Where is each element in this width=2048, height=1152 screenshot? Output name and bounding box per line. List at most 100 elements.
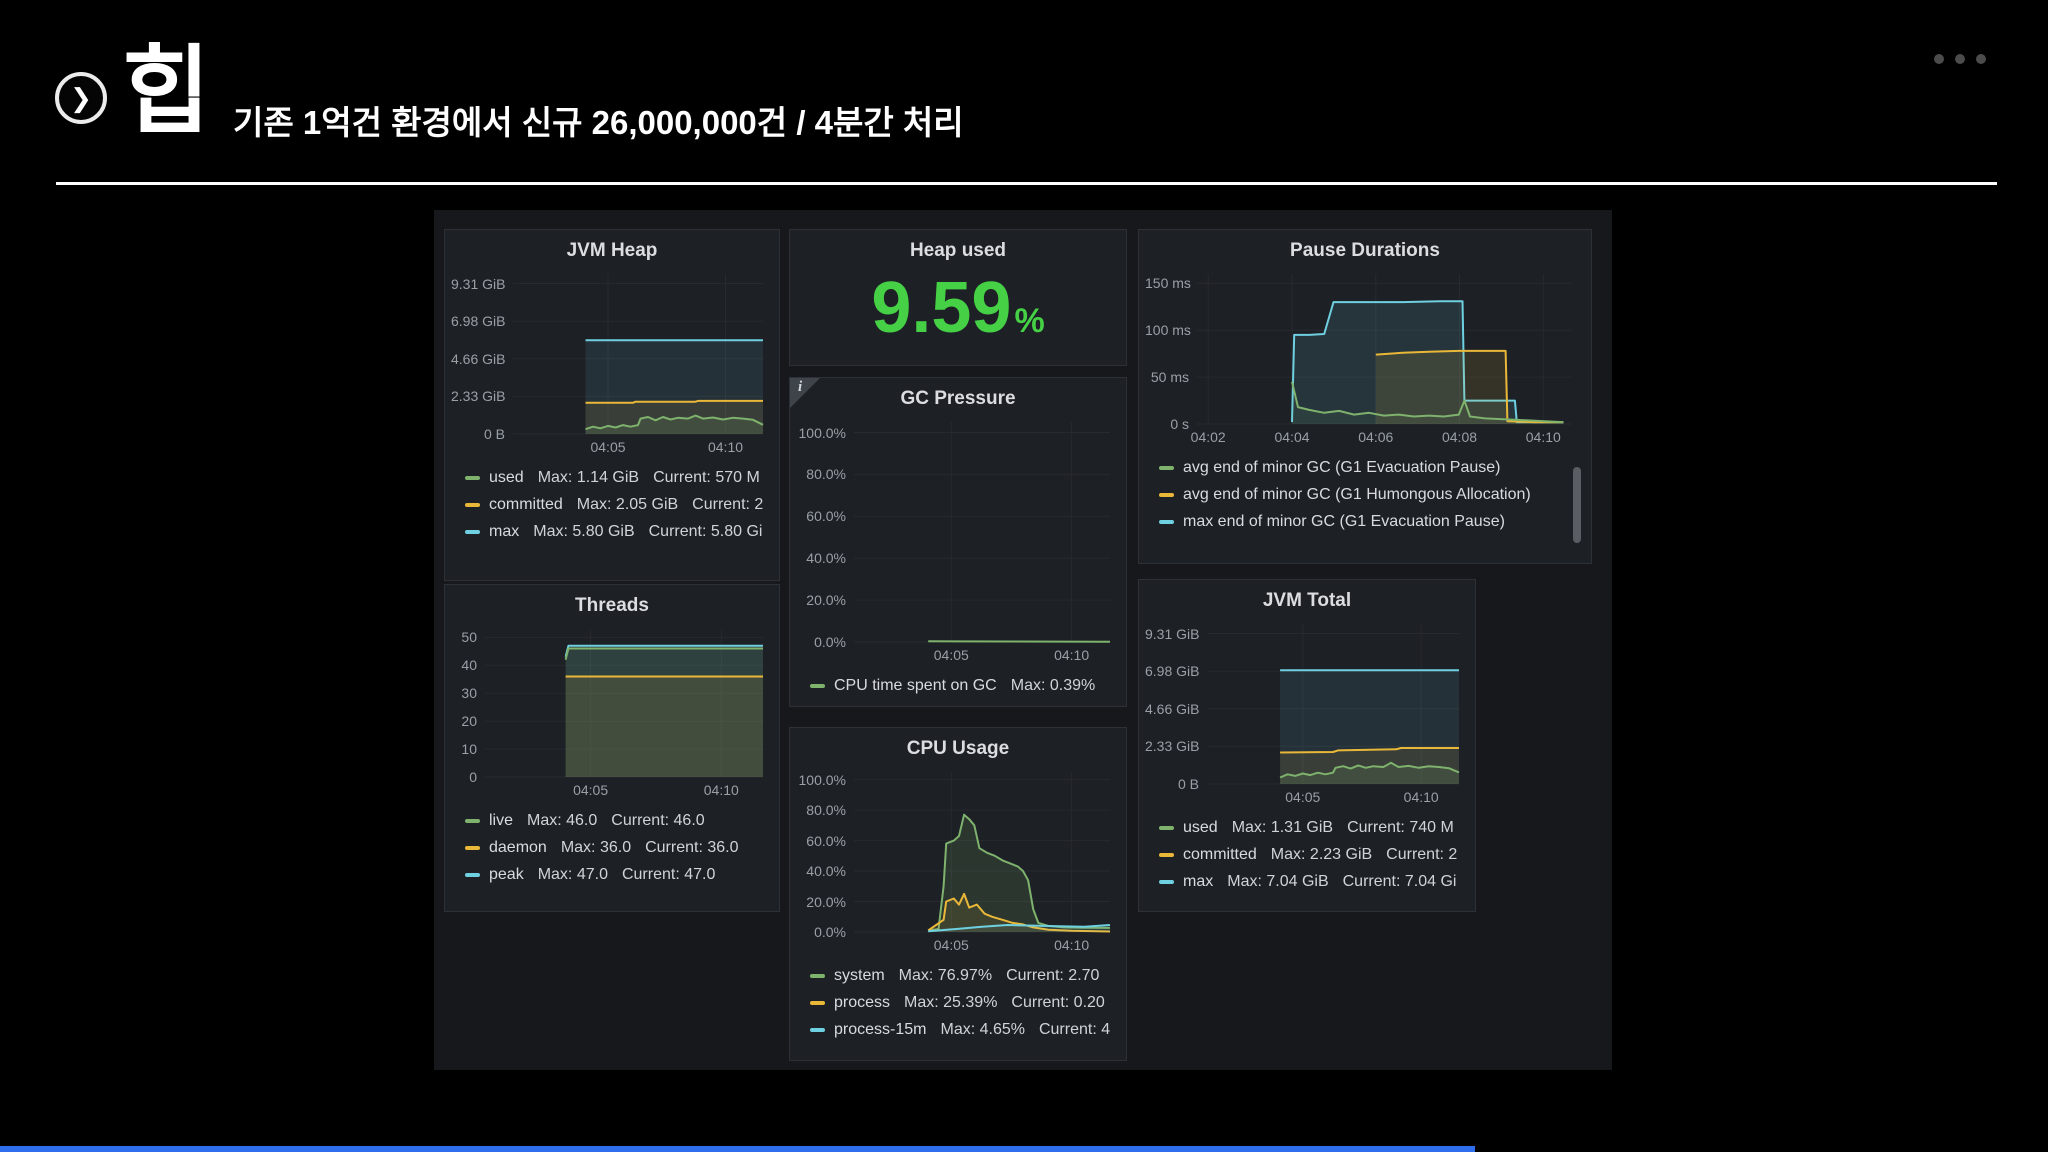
legend-item[interactable]: system Max: 76.97% Current: 2.70 <box>810 962 1120 989</box>
legend-item[interactable]: peak Max: 47.0 Current: 47.0 <box>465 861 773 888</box>
legend-item[interactable]: max Max: 5.80 GiB Current: 5.80 Gi <box>465 518 773 545</box>
threads-chart[interactable]: 50 40 30 20 10 0 04:05 04:10 <box>451 623 773 801</box>
grafana-dashboard: JVM Heap 9.31 GiB 6.98 GiB 4.66 GiB 2.33 Gi… <box>434 210 1612 1070</box>
legend: CPU time spent on GC Max: 0.39% <box>796 672 1120 699</box>
page-title: 힙 <box>122 38 210 145</box>
legend-item[interactable]: used Max: 1.14 GiB Current: 570 M <box>465 464 773 491</box>
legend-swatch <box>465 872 480 877</box>
panel-title[interactable]: JVM Total <box>1262 590 1352 611</box>
cpu-usage-chart[interactable]: 100.0% 80.0% 60.0% 40.0% 20.0% 0.0% 04:05 04:10 <box>796 766 1120 956</box>
y-axis-label: 150 ms <box>1145 275 1191 292</box>
y-axis-label: 4.66 GiB <box>451 350 506 367</box>
y-axis-label: 50 ms <box>1150 369 1189 386</box>
y-axis-label: 4.66 GiB <box>1145 700 1200 717</box>
legend-swatch <box>1159 492 1174 497</box>
legend-item[interactable]: max end of minor GC (G1 Evacuation Pause… <box>1159 508 1585 535</box>
legend-item[interactable]: process-15m Max: 4.65% Current: 4 <box>810 1016 1120 1043</box>
chart-canvas <box>1197 274 1571 425</box>
legend: avg end of minor GC (G1 Evacuation Pause… <box>1145 454 1585 535</box>
legend-item[interactable]: avg end of minor GC (G1 Evacuation Pause… <box>1159 454 1585 481</box>
x-axis-label: 04:04 <box>1274 429 1310 445</box>
stat-unit: % <box>1014 302 1045 340</box>
stat-value: 9.59 <box>871 268 1012 348</box>
y-axis-label: 0.0% <box>814 634 846 650</box>
y-axis-label: 100.0% <box>798 424 846 441</box>
pause-durations-chart[interactable]: 150 ms 100 ms 50 ms 0 s 04:02 04:04 04:06 04:08… <box>1145 268 1585 448</box>
legend-item[interactable]: committed Max: 2.23 GiB Current: 2 <box>1159 841 1469 868</box>
y-axis-label: 20.0% <box>806 893 846 910</box>
page-subtitle: 기존 1억건 환경에서 신규 26,000,000건 / 4분간 처리 <box>233 104 964 141</box>
x-axis-label: 04:10 <box>1525 429 1561 445</box>
dot <box>1955 54 1965 64</box>
legend-item[interactable]: CPU time spent on GC Max: 0.39% <box>810 672 1120 699</box>
arrow-right-icon: ❯ <box>70 82 92 113</box>
x-axis-label: 04:02 <box>1190 429 1226 445</box>
panel-title[interactable]: Heap used <box>909 240 1007 261</box>
panel-jvm-heap: JVM Heap 9.31 GiB 6.98 GiB 4.66 GiB 2.33 Gi… <box>444 229 780 581</box>
panel-title[interactable]: GC Pressure <box>900 388 1016 409</box>
y-axis-label: 0.0% <box>814 924 846 940</box>
chart-canvas <box>513 274 764 435</box>
x-axis-label: 04:05 <box>933 647 969 663</box>
y-axis-label: 80.0% <box>806 466 846 483</box>
jvm-total-chart[interactable]: 9.31 GiB 6.98 GiB 4.66 GiB 2.33 GiB 0 B 04:05… <box>1145 618 1469 808</box>
nav-arrow-button[interactable]: ❯ <box>55 72 107 124</box>
panel-title[interactable]: CPU Usage <box>906 738 1010 759</box>
x-axis-label: 04:05 <box>1285 789 1321 805</box>
x-axis-label: 04:08 <box>1441 429 1478 445</box>
x-axis-label: 04:05 <box>590 439 626 455</box>
heap-used-stat: 9.59 % <box>796 272 1120 344</box>
legend-swatch <box>810 973 825 978</box>
panel-cpu-usage: CPU Usage 100.0% 80.0% 60.0% 40.0% 20.0% 0.0%… <box>789 727 1127 1061</box>
legend-swatch <box>810 1027 825 1032</box>
chart-canvas <box>854 772 1111 933</box>
panel-title[interactable]: JVM Heap <box>566 240 658 261</box>
y-axis-label: 0 B <box>483 426 505 442</box>
legend-swatch <box>465 502 480 507</box>
y-axis-label: 9.31 GiB <box>1145 625 1200 642</box>
panel-title[interactable]: Pause Durations <box>1290 240 1440 261</box>
legend-swatch <box>1159 879 1174 884</box>
y-axis-label: 2.33 GiB <box>1145 738 1200 755</box>
legend-item[interactable]: daemon Max: 36.0 Current: 36.0 <box>465 834 773 861</box>
x-axis-label: 04:10 <box>703 782 739 798</box>
bottom-progress-bar <box>0 1146 1475 1152</box>
y-axis-label: 6.98 GiB <box>451 313 506 330</box>
legend: live Max: 46.0 Current: 46.0 daemon Max:… <box>451 807 773 888</box>
legend-item[interactable]: process Max: 25.39% Current: 0.20 <box>810 989 1120 1016</box>
legend-swatch <box>1159 825 1174 830</box>
legend-scrollbar[interactable] <box>1573 467 1581 543</box>
x-axis-label: 04:06 <box>1358 429 1394 445</box>
panel-threads: Threads 50 40 30 20 10 0 04:05 04:10 live Max: … <box>444 584 780 912</box>
chart-canvas <box>485 629 763 778</box>
x-axis-label: 04:05 <box>573 782 609 798</box>
panel-heap-used: Heap used 9.59 % <box>789 229 1127 366</box>
x-axis-label: 04:10 <box>707 439 744 455</box>
jvm-heap-chart[interactable]: 9.31 GiB 6.98 GiB 4.66 GiB 2.33 GiB 0 B 04:05… <box>451 268 773 458</box>
y-axis-label: 40 <box>461 657 477 674</box>
gc-pressure-chart[interactable]: 100.0% 80.0% 60.0% 40.0% 20.0% 0.0% 04:05 04:10 <box>796 416 1120 666</box>
y-axis-label: 100 ms <box>1145 322 1191 339</box>
y-axis-label: 30 <box>461 685 477 702</box>
legend-swatch <box>1159 852 1174 857</box>
legend-item[interactable]: committed Max: 2.05 GiB Current: 2 <box>465 491 773 518</box>
dot <box>1976 54 1986 64</box>
info-icon: i <box>798 379 803 395</box>
legend-swatch <box>465 845 480 850</box>
legend-item[interactable]: max Max: 7.04 GiB Current: 7.04 Gi <box>1159 868 1469 895</box>
y-axis-label: 20.0% <box>806 592 846 609</box>
legend-swatch <box>810 1000 825 1005</box>
chart-canvas <box>854 422 1111 643</box>
y-axis-label: 9.31 GiB <box>451 275 506 292</box>
legend-swatch <box>465 818 480 823</box>
legend-swatch <box>810 683 825 688</box>
y-axis-label: 50 <box>461 629 477 646</box>
legend-item[interactable]: used Max: 1.31 GiB Current: 740 M <box>1159 814 1469 841</box>
y-axis-label: 60.0% <box>806 508 846 525</box>
legend-item[interactable]: live Max: 46.0 Current: 46.0 <box>465 807 773 834</box>
panel-title[interactable]: Threads <box>575 595 649 616</box>
panel-info-corner-icon[interactable] <box>790 378 820 408</box>
legend-item[interactable]: avg end of minor GC (G1 Humongous Alloca… <box>1159 481 1585 508</box>
panel-jvm-total: JVM Total 9.31 GiB 6.98 GiB 4.66 GiB 2.33 G… <box>1138 579 1476 912</box>
menu-dots-icon[interactable] <box>1934 54 1986 64</box>
